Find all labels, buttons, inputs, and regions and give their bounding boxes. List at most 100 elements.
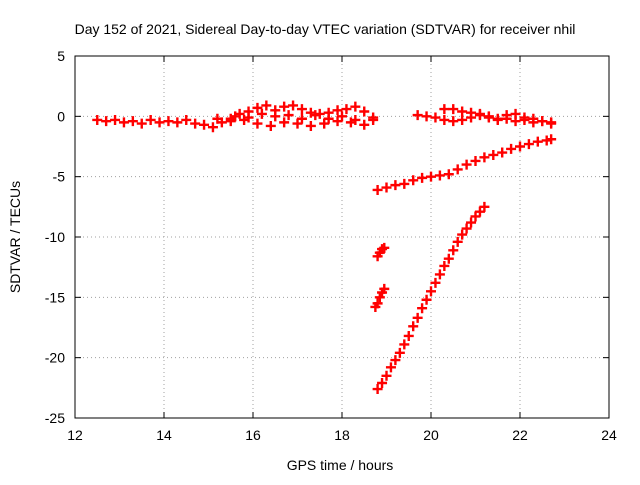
x-tick-label: 12 xyxy=(67,427,83,443)
data-point xyxy=(296,104,307,115)
data-point xyxy=(252,118,263,129)
data-point xyxy=(532,136,543,147)
data-point xyxy=(403,330,414,341)
data-point xyxy=(350,101,361,112)
data-point xyxy=(288,100,299,111)
data-point xyxy=(434,170,445,181)
data-point xyxy=(412,312,423,323)
data-point xyxy=(488,149,499,160)
data-point xyxy=(421,111,432,122)
data-point xyxy=(381,182,392,193)
data-point xyxy=(546,134,557,145)
data-point xyxy=(163,116,174,127)
data-point xyxy=(443,253,454,264)
data-point xyxy=(510,116,521,127)
data-point xyxy=(461,159,472,170)
data-point xyxy=(279,117,290,128)
data-point xyxy=(546,118,557,129)
data-point xyxy=(497,147,508,158)
y-tick-label: -20 xyxy=(45,350,65,366)
data-point xyxy=(417,172,428,183)
data-point xyxy=(457,114,468,125)
data-point xyxy=(492,114,503,125)
data-point xyxy=(296,113,307,124)
data-point xyxy=(279,101,290,112)
data-point xyxy=(379,283,390,294)
chart-title: Day 152 of 2021, Sidereal Day-to-day VTE… xyxy=(75,21,576,37)
data-point xyxy=(430,277,441,288)
data-point xyxy=(452,236,463,247)
data-point xyxy=(461,223,472,234)
data-point xyxy=(457,106,468,117)
data-point xyxy=(434,269,445,280)
data-point xyxy=(181,114,192,125)
data-point xyxy=(118,117,129,128)
data-point xyxy=(394,347,405,358)
data-point xyxy=(448,104,459,115)
data-point xyxy=(101,116,112,127)
x-tick-label: 14 xyxy=(156,427,172,443)
data-point xyxy=(350,114,361,125)
data-point xyxy=(110,114,121,125)
data-point xyxy=(452,164,463,175)
data-point xyxy=(212,113,223,124)
data-point xyxy=(470,155,481,166)
data-point xyxy=(127,116,138,127)
data-point xyxy=(523,139,534,150)
data-point xyxy=(466,107,477,118)
data-point xyxy=(515,141,525,152)
data-point xyxy=(368,114,379,125)
data-point xyxy=(379,242,390,253)
data-point xyxy=(381,370,392,381)
data-point xyxy=(199,119,210,130)
data-point xyxy=(145,114,156,125)
data-point xyxy=(426,286,436,297)
data-point xyxy=(466,217,477,228)
data-point xyxy=(390,355,401,366)
data-point xyxy=(390,180,401,191)
data-point xyxy=(207,122,218,133)
y-axis-label: SDTVAR / TECUs xyxy=(7,181,23,293)
data-point xyxy=(443,169,454,180)
data-point xyxy=(310,110,321,121)
data-point xyxy=(243,112,254,123)
data-point xyxy=(270,111,281,122)
data-point xyxy=(372,184,383,195)
data-point xyxy=(537,116,548,127)
data-point xyxy=(421,294,432,305)
data-point xyxy=(256,108,267,119)
y-tick-label: -25 xyxy=(45,410,65,426)
data-point xyxy=(399,178,410,189)
data-point xyxy=(372,384,383,395)
data-point xyxy=(457,229,468,240)
data-point xyxy=(528,117,539,128)
data-point xyxy=(283,110,294,121)
data-point xyxy=(501,113,512,124)
data-point xyxy=(439,114,450,125)
data-point xyxy=(474,110,485,121)
data-point xyxy=(252,102,263,113)
data-point xyxy=(323,113,334,124)
data-point xyxy=(439,260,450,271)
data-point xyxy=(190,118,201,129)
data-point xyxy=(305,120,316,131)
data-point xyxy=(439,104,450,115)
data-point xyxy=(506,143,517,154)
data-point xyxy=(372,298,383,309)
y-tick-label: 5 xyxy=(57,48,65,64)
data-point xyxy=(341,104,352,115)
data-point xyxy=(448,245,459,256)
data-point xyxy=(408,175,419,186)
data-point xyxy=(430,112,441,123)
data-point xyxy=(172,117,183,128)
data-point xyxy=(399,339,410,350)
data-point xyxy=(154,117,165,128)
data-point xyxy=(479,201,490,212)
data-point xyxy=(412,110,423,121)
y-tick-label: -5 xyxy=(53,169,66,185)
data-point xyxy=(385,362,396,373)
data-point xyxy=(417,303,428,314)
data-point xyxy=(483,112,494,123)
